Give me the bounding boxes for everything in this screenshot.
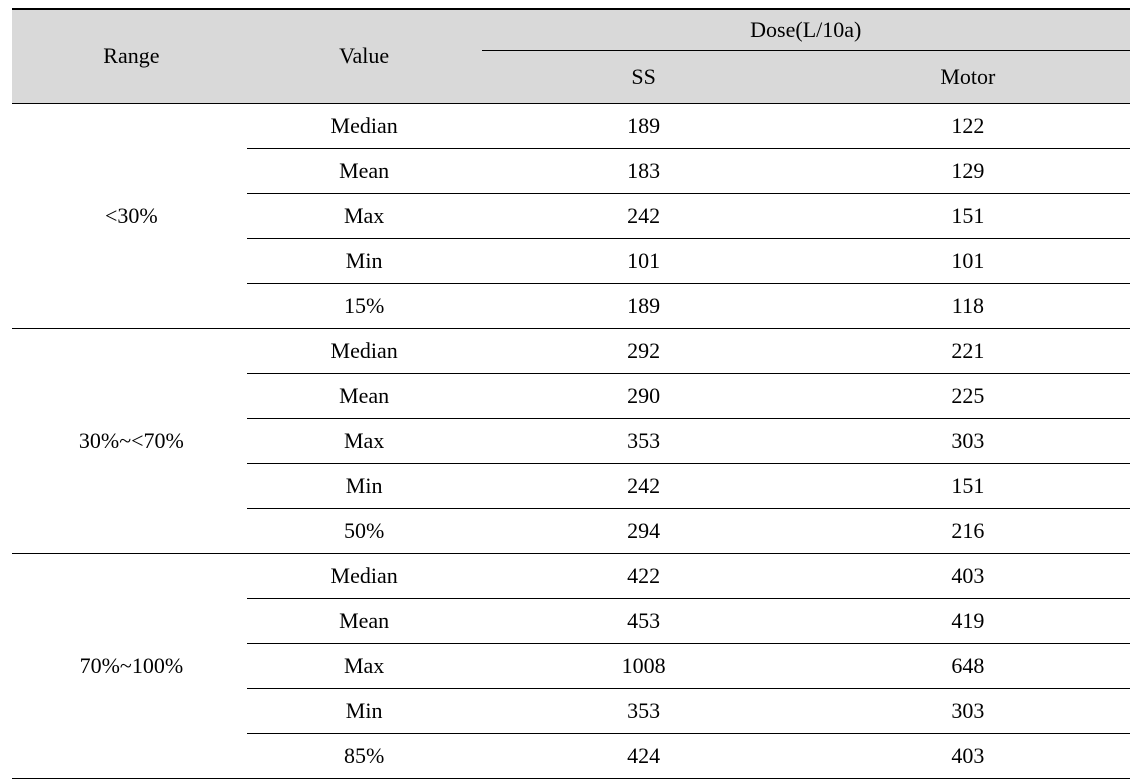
table-header: Range Value Dose(L/10a) SS Motor <box>12 9 1130 104</box>
value-cell: Mean <box>247 149 482 194</box>
value-cell: Max <box>247 194 482 239</box>
ss-cell: 189 <box>482 284 806 329</box>
ss-cell: 290 <box>482 374 806 419</box>
range-cell: 30%~<70% <box>12 329 247 554</box>
value-cell: Mean <box>247 374 482 419</box>
col-header-dose: Dose(L/10a) <box>482 9 1130 51</box>
col-header-ss: SS <box>482 51 806 104</box>
motor-cell: 151 <box>806 464 1130 509</box>
ss-cell: 101 <box>482 239 806 284</box>
value-cell: Min <box>247 689 482 734</box>
value-cell: Median <box>247 104 482 149</box>
range-cell: <30% <box>12 104 247 329</box>
ss-cell: 242 <box>482 464 806 509</box>
motor-cell: 129 <box>806 149 1130 194</box>
motor-cell: 216 <box>806 509 1130 554</box>
motor-cell: 648 <box>806 644 1130 689</box>
table-row: 30%~<70% Median 292 221 <box>12 329 1130 374</box>
ss-cell: 183 <box>482 149 806 194</box>
col-header-motor: Motor <box>806 51 1130 104</box>
motor-cell: 118 <box>806 284 1130 329</box>
ss-cell: 353 <box>482 419 806 464</box>
motor-cell: 221 <box>806 329 1130 374</box>
table-row: 70%~100% Median 422 403 <box>12 554 1130 599</box>
ss-cell: 242 <box>482 194 806 239</box>
ss-cell: 424 <box>482 734 806 779</box>
motor-cell: 151 <box>806 194 1130 239</box>
motor-cell: 225 <box>806 374 1130 419</box>
ss-cell: 292 <box>482 329 806 374</box>
col-header-range: Range <box>12 9 247 104</box>
motor-cell: 303 <box>806 689 1130 734</box>
ss-cell: 294 <box>482 509 806 554</box>
value-cell: Median <box>247 554 482 599</box>
value-cell: 50% <box>247 509 482 554</box>
col-header-value: Value <box>247 9 482 104</box>
table-body: <30% Median 189 122 Mean 183 129 Max 242… <box>12 104 1130 779</box>
ss-cell: 1008 <box>482 644 806 689</box>
value-cell: Median <box>247 329 482 374</box>
motor-cell: 419 <box>806 599 1130 644</box>
value-cell: Mean <box>247 599 482 644</box>
value-cell: Max <box>247 419 482 464</box>
ss-cell: 422 <box>482 554 806 599</box>
range-cell: 70%~100% <box>12 554 247 779</box>
motor-cell: 303 <box>806 419 1130 464</box>
ss-cell: 353 <box>482 689 806 734</box>
ss-cell: 453 <box>482 599 806 644</box>
motor-cell: 403 <box>806 734 1130 779</box>
value-cell: 85% <box>247 734 482 779</box>
table-row: <30% Median 189 122 <box>12 104 1130 149</box>
value-cell: Min <box>247 239 482 284</box>
motor-cell: 101 <box>806 239 1130 284</box>
value-cell: 15% <box>247 284 482 329</box>
motor-cell: 122 <box>806 104 1130 149</box>
ss-cell: 189 <box>482 104 806 149</box>
dose-table: Range Value Dose(L/10a) SS Motor <30% Me… <box>12 8 1130 779</box>
value-cell: Max <box>247 644 482 689</box>
motor-cell: 403 <box>806 554 1130 599</box>
value-cell: Min <box>247 464 482 509</box>
